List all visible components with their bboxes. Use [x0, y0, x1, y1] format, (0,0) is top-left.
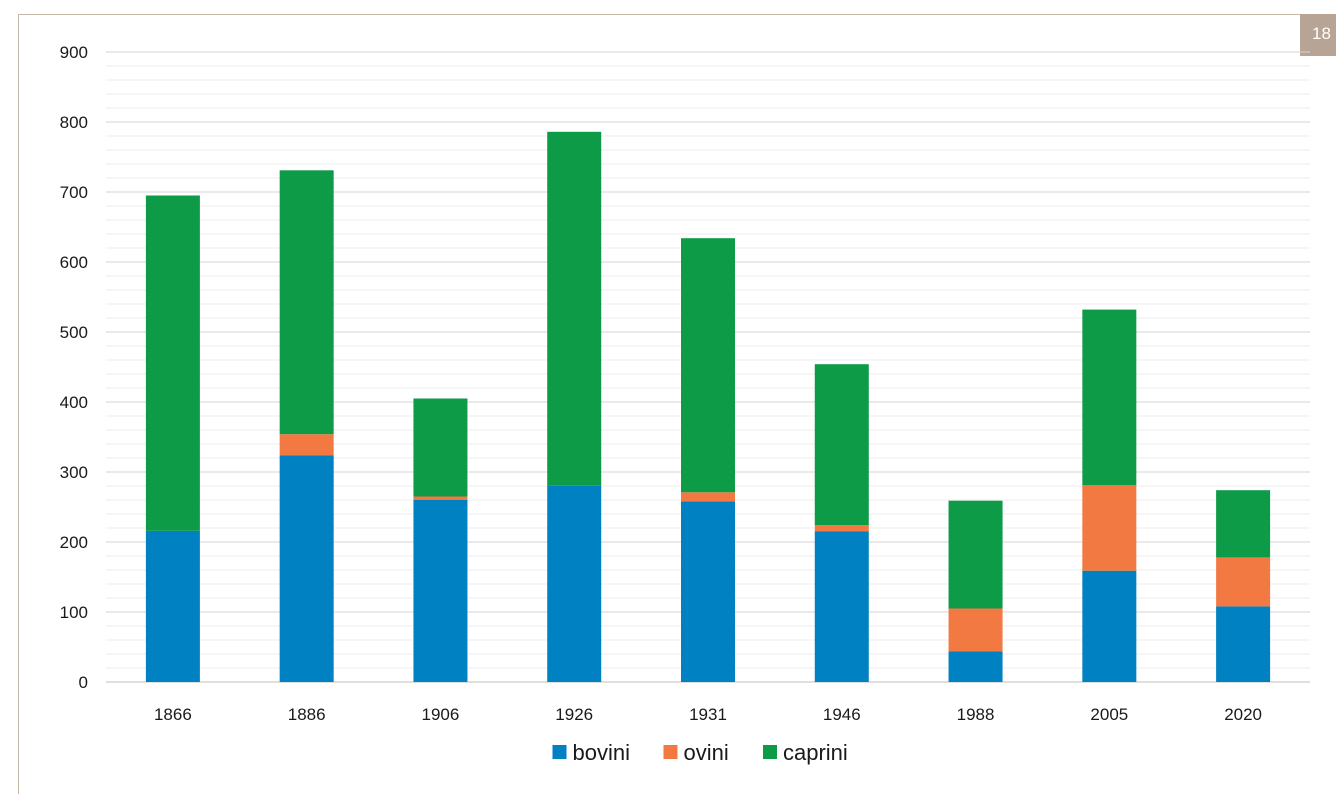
bar-segment-bovini: [413, 500, 468, 682]
y-tick-label: 900: [60, 43, 88, 62]
bar-segment-bovini: [1082, 570, 1137, 682]
x-tick-label: 2005: [1090, 705, 1128, 724]
bar-segment-caprini: [814, 364, 869, 526]
y-tick-label: 300: [60, 463, 88, 482]
bar-segment-caprini: [145, 195, 200, 531]
bar-segment-ovini: [413, 496, 468, 500]
y-tick-label: 100: [60, 603, 88, 622]
x-tick-label: 1886: [288, 705, 326, 724]
x-tick-label: 1931: [689, 705, 727, 724]
bar-segment-ovini: [814, 525, 869, 532]
y-tick-label: 0: [79, 673, 88, 692]
x-tick-label: 1946: [823, 705, 861, 724]
x-tick-label: 2020: [1224, 705, 1262, 724]
x-tick-label: 1988: [957, 705, 995, 724]
bar-segment-caprini: [948, 500, 1003, 609]
bar-segment-bovini: [1216, 606, 1271, 682]
legend-swatch-ovini: [663, 745, 678, 759]
bar-segment-bovini: [681, 501, 735, 682]
y-tick-label: 800: [60, 113, 88, 132]
x-tick-label: 1926: [555, 705, 593, 724]
legend-label-caprini: caprini: [783, 740, 848, 765]
y-axis-ticks: 0 100 200 300 400 500 600 700 800 900: [60, 43, 88, 692]
legend-swatch-caprini: [763, 745, 777, 759]
bar-segment-caprini: [413, 398, 468, 497]
bar-segment-ovini: [1216, 557, 1271, 607]
bar-segment-ovini: [948, 608, 1003, 652]
y-tick-label: 500: [60, 323, 88, 342]
bar-segment-bovini: [279, 455, 334, 682]
bars: [145, 131, 1271, 682]
bar-segment-caprini: [547, 131, 602, 486]
bar-segment-bovini: [547, 485, 602, 682]
chart-frame: [18, 14, 1336, 794]
bar-segment-bovini: [145, 530, 200, 682]
x-tick-label: 1906: [422, 705, 460, 724]
bar-segment-caprini: [279, 170, 334, 435]
bar-segment-ovini: [279, 434, 334, 456]
y-tick-label: 400: [60, 393, 88, 412]
bar-segment-caprini: [1216, 490, 1271, 558]
bar-segment-bovini: [948, 651, 1003, 682]
y-tick-label: 700: [60, 183, 88, 202]
bar-segment-bovini: [814, 531, 869, 682]
y-tick-label: 200: [60, 533, 88, 552]
legend-label-bovini: bovini: [573, 740, 630, 765]
bar-segment-ovini: [681, 492, 735, 502]
x-tick-label: 1866: [154, 705, 192, 724]
legend-label-ovini: ovini: [684, 740, 729, 765]
bar-segment-caprini: [1082, 309, 1137, 486]
bar-segment-ovini: [1082, 485, 1137, 571]
legend: bovini ovini caprini: [552, 740, 848, 765]
x-axis-ticks: 1866 1886 1906 1926 1931 1946 1988 2005 2020: [154, 705, 1262, 724]
legend-swatch-bovini: [552, 745, 567, 759]
bar-segment-caprini: [681, 238, 735, 493]
y-tick-label: 600: [60, 253, 88, 272]
page-number-badge: 18: [1300, 14, 1336, 56]
